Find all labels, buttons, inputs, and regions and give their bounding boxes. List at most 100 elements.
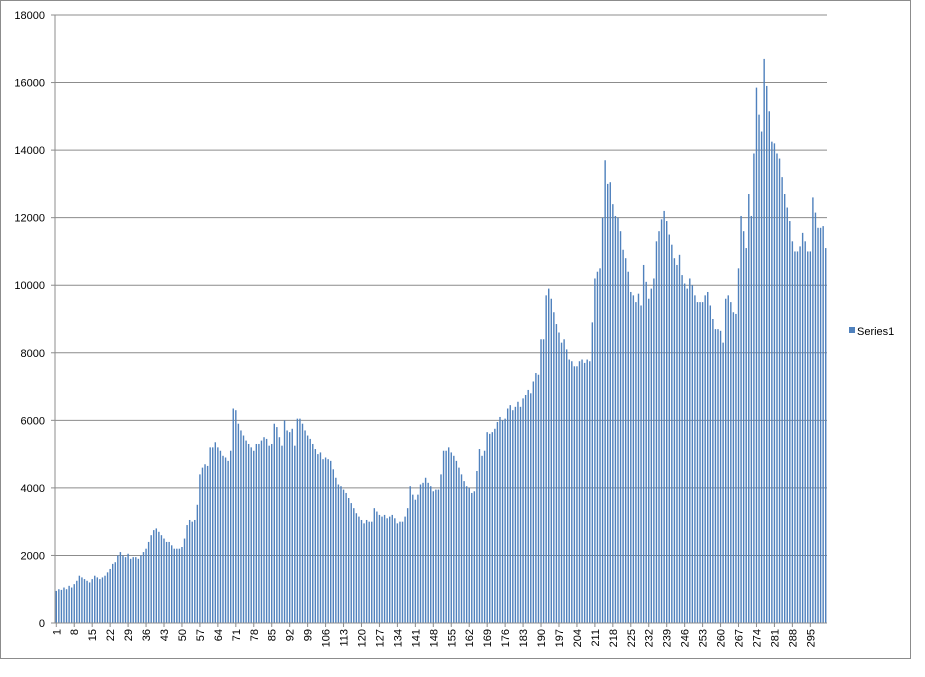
bar: [673, 258, 676, 623]
bar: [609, 182, 611, 623]
bar: [355, 513, 358, 623]
y-tick-label: 10000: [14, 280, 45, 292]
bar: [645, 281, 647, 623]
bar: [127, 553, 129, 623]
bar: [145, 548, 147, 623]
bar: [504, 418, 506, 623]
y-tick-label: 6000: [21, 415, 45, 427]
bar: [386, 518, 388, 623]
bar: [142, 552, 145, 623]
bar: [545, 295, 547, 623]
bar: [601, 217, 604, 623]
bar: [314, 449, 317, 623]
bar: [68, 585, 70, 623]
bar: [442, 450, 445, 623]
bar: [653, 278, 655, 623]
bar: [540, 339, 542, 623]
bar: [630, 291, 632, 623]
x-tick-label: 1: [51, 629, 63, 635]
y-tick-label: 2000: [21, 550, 45, 562]
bar: [750, 215, 753, 623]
bar: [245, 440, 247, 623]
bar: [781, 177, 783, 623]
bar: [412, 494, 414, 623]
bar: [491, 432, 494, 623]
bar: [201, 467, 204, 623]
bar: [599, 268, 601, 623]
bar: [335, 477, 337, 623]
bar: [473, 491, 476, 623]
bar: [719, 330, 722, 623]
bar: [427, 482, 429, 623]
x-tick-label: 253: [698, 629, 710, 647]
bar: [288, 432, 291, 623]
bar: [63, 587, 65, 623]
bar: [263, 437, 265, 623]
bar: [506, 408, 509, 623]
bar: [358, 516, 360, 623]
bar: [424, 477, 427, 623]
bar: [773, 143, 776, 623]
x-tick-label: 8: [69, 629, 81, 635]
x-tick-label: 85: [267, 629, 279, 641]
x-tick-label: 127: [374, 629, 386, 647]
bar: [532, 381, 535, 623]
bar: [394, 518, 396, 623]
bar: [594, 278, 596, 623]
bar: [65, 589, 68, 623]
x-tick-label: 260: [716, 629, 728, 647]
bar: [153, 530, 155, 623]
bar: [814, 212, 817, 623]
gridlines: [55, 14, 827, 556]
bar: [319, 452, 322, 623]
bar: [286, 430, 288, 623]
bar: [194, 519, 196, 623]
bar: [637, 293, 640, 623]
bar: [381, 516, 383, 623]
bar: [99, 579, 101, 623]
bar: [535, 373, 537, 623]
bar: [614, 215, 617, 623]
bar: [168, 541, 170, 623]
x-tick-label: 134: [392, 629, 404, 647]
bar: [791, 241, 794, 624]
bar: [214, 442, 217, 623]
bar: [371, 521, 373, 623]
bar: [101, 577, 104, 623]
y-tick-label: 18000: [14, 10, 45, 22]
bar: [819, 227, 822, 624]
bar: [576, 366, 578, 623]
x-tick-label: 106: [321, 629, 333, 647]
bar: [383, 514, 386, 623]
bar: [560, 342, 563, 623]
bar: [60, 589, 63, 623]
bar: [324, 457, 327, 623]
bar: [740, 215, 742, 623]
bar: [612, 204, 614, 623]
bar: [460, 474, 463, 623]
bar: [294, 445, 296, 623]
bar: [527, 389, 529, 623]
bar: [568, 359, 570, 623]
bar: [363, 523, 365, 623]
bar: [94, 575, 96, 623]
bar: [748, 194, 750, 623]
bar: [281, 445, 283, 623]
bar: [563, 339, 565, 623]
bar: [822, 226, 824, 623]
bar: [399, 521, 401, 623]
bar: [655, 241, 658, 624]
bar: [419, 484, 422, 623]
bar: [727, 295, 729, 623]
bar: [691, 285, 694, 623]
x-tick-label: 162: [464, 629, 476, 647]
bar: [137, 558, 140, 623]
bar: [607, 183, 609, 623]
bar: [550, 298, 552, 623]
x-tick-label: 92: [285, 629, 297, 641]
bar: [373, 508, 376, 623]
x-tick-label: 232: [644, 629, 656, 647]
bar: [760, 131, 763, 624]
bar: [717, 329, 719, 623]
bar: [509, 405, 511, 623]
